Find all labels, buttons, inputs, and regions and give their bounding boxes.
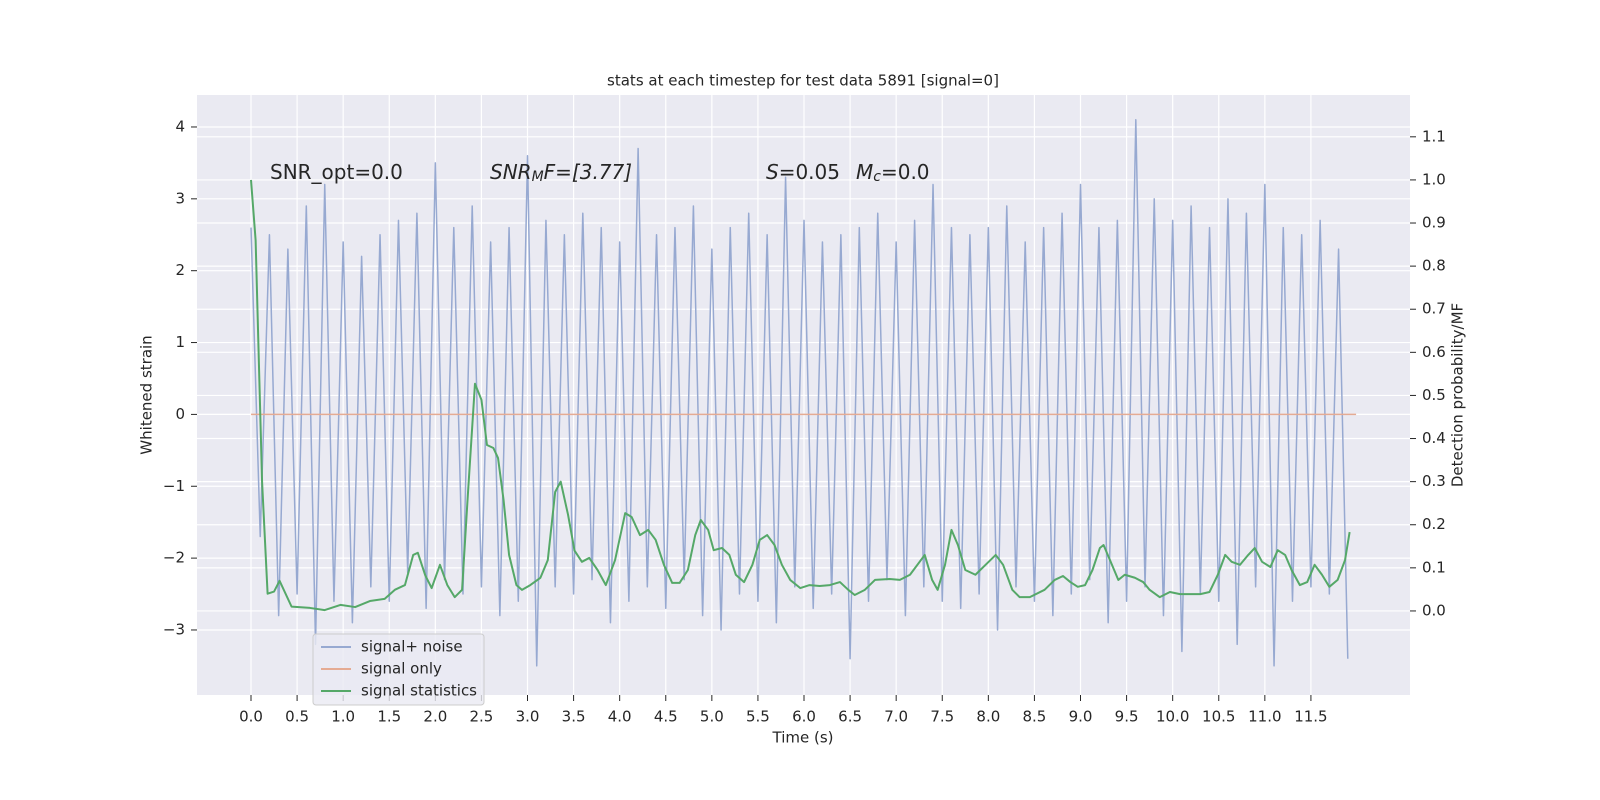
y-tick-label: 4 bbox=[175, 117, 185, 135]
annotation-part: M bbox=[532, 169, 544, 185]
y2-tick-label: 0.4 bbox=[1422, 429, 1446, 447]
marks bbox=[250, 119, 1357, 667]
x-tick-label: 2.0 bbox=[423, 708, 447, 726]
x-tick-label: 7.5 bbox=[930, 708, 954, 726]
x-tick-label: 7.0 bbox=[884, 708, 908, 726]
y2-tick-label: 0.0 bbox=[1422, 601, 1446, 619]
series-line bbox=[250, 119, 1349, 667]
annotation: S=0.05 Mc=0.0 bbox=[766, 160, 930, 186]
legend-box bbox=[312, 633, 485, 706]
annotation-part: F=[3.77] bbox=[544, 160, 632, 184]
x-tick-label: 9.0 bbox=[1069, 708, 1093, 726]
y-tick-label: −3 bbox=[163, 620, 185, 638]
x-tick-label: 0.5 bbox=[285, 708, 309, 726]
x-tick-label: 10.5 bbox=[1202, 708, 1235, 726]
y-tick-label: −2 bbox=[163, 549, 185, 567]
y-axis-label: Whitened strain bbox=[138, 335, 156, 454]
y2-tick-label: 1.0 bbox=[1422, 170, 1446, 188]
x-axis-label: Time (s) bbox=[772, 729, 834, 747]
legend-label: signal statistics bbox=[361, 682, 477, 700]
y2-tick-label: 0.7 bbox=[1422, 300, 1446, 318]
annotation-part: SNR_opt=0.0 bbox=[270, 160, 403, 184]
annotation-part: SNR bbox=[490, 160, 532, 184]
x-tick-label: 4.0 bbox=[608, 708, 632, 726]
annotation: SNR_opt=0.0 bbox=[270, 160, 403, 184]
y2-tick-label: 0.9 bbox=[1422, 214, 1446, 232]
x-tick-label: 3.0 bbox=[516, 708, 540, 726]
x-tick-label: 1.5 bbox=[377, 708, 401, 726]
y-tick-label: 1 bbox=[175, 333, 185, 351]
annotation-part: S bbox=[766, 160, 779, 184]
x-tick-label: 11.5 bbox=[1294, 708, 1327, 726]
y-tick-label: 2 bbox=[175, 261, 185, 279]
x-tick-label: 9.5 bbox=[1115, 708, 1139, 726]
y2-axis-label: Detection probability/MF bbox=[1449, 303, 1467, 487]
annotation-part: =0.0 bbox=[881, 160, 930, 184]
x-tick-label: 4.5 bbox=[654, 708, 678, 726]
y2-tick-label: 0.5 bbox=[1422, 386, 1446, 404]
x-tick-label: 5.0 bbox=[700, 708, 724, 726]
chart-title: stats at each timestep for test data 589… bbox=[607, 72, 999, 90]
annotation-part: M bbox=[856, 160, 873, 184]
x-tick-label: 11.0 bbox=[1248, 708, 1281, 726]
series-line bbox=[250, 179, 1351, 612]
annotation: SNRMF=[3.77] bbox=[490, 160, 632, 186]
y2-tick-label: 0.6 bbox=[1422, 343, 1446, 361]
y2-tick-label: 0.3 bbox=[1422, 472, 1446, 490]
x-tick-label: 1.0 bbox=[331, 708, 355, 726]
y2-tick-label: 1.1 bbox=[1422, 127, 1446, 145]
x-tick-label: 6.5 bbox=[838, 708, 862, 726]
x-tick-label: 0.0 bbox=[239, 708, 263, 726]
ticks: 0.0 0.5 1.0 1.5 2.0 2.5 3.0 3.5 4.0 4.5 5.0 5.5 6.0 6… bbox=[163, 117, 1446, 725]
y-tick-label: 0 bbox=[175, 405, 185, 423]
x-tick-label: 8.5 bbox=[1022, 708, 1046, 726]
legend: signal+ noise signal only signal statistic… bbox=[312, 633, 485, 706]
legend-label: signal+ noise bbox=[361, 638, 463, 656]
x-tick-label: 3.5 bbox=[562, 708, 586, 726]
y-tick-label: −1 bbox=[163, 477, 185, 495]
annotation-part: c bbox=[873, 169, 881, 185]
x-tick-label: 2.5 bbox=[469, 708, 493, 726]
y2-tick-label: 0.1 bbox=[1422, 558, 1446, 576]
y-tick-label: 3 bbox=[175, 189, 185, 207]
annotation-part: =0.05 bbox=[779, 160, 840, 184]
y2-tick-label: 0.2 bbox=[1422, 515, 1446, 533]
y2-tick-label: 0.8 bbox=[1422, 257, 1446, 275]
legend-label: signal only bbox=[361, 660, 442, 678]
x-tick-label: 8.0 bbox=[976, 708, 1000, 726]
x-tick-label: 10.0 bbox=[1156, 708, 1189, 726]
x-tick-label: 6.0 bbox=[792, 708, 816, 726]
x-tick-label: 5.5 bbox=[746, 708, 770, 726]
